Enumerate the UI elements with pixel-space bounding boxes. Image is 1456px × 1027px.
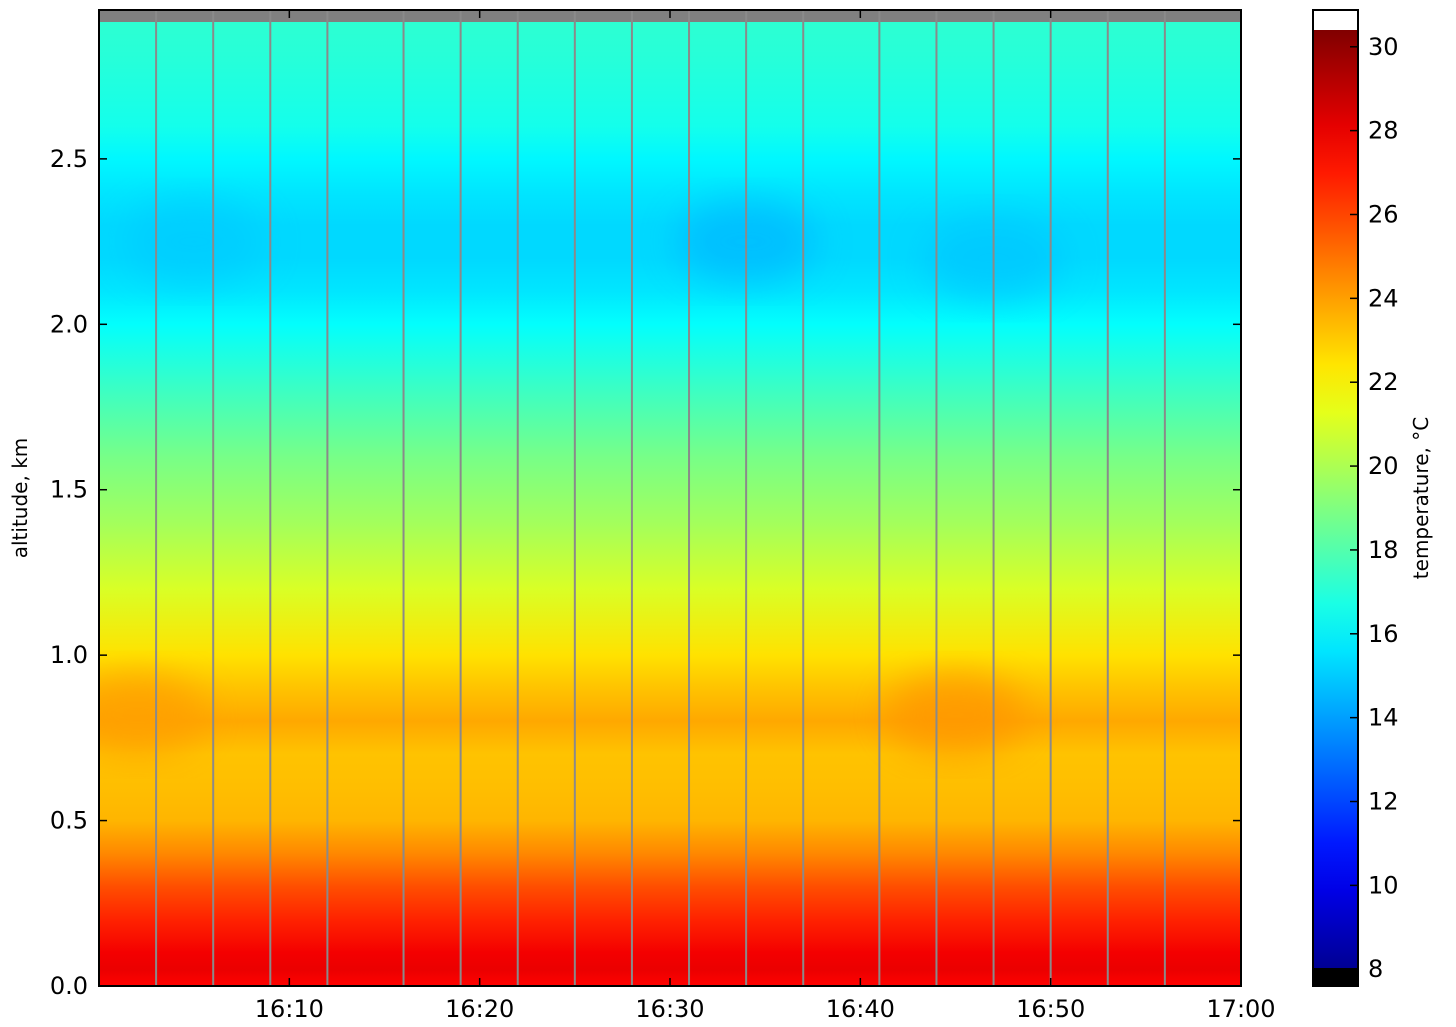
colorbar-tick-label: 16 xyxy=(1368,620,1399,648)
y-tick-label: 0.0 xyxy=(50,972,88,1000)
colorbar-tick-label: 20 xyxy=(1368,452,1399,480)
colorbar-tick-label: 14 xyxy=(1368,704,1399,732)
x-tick-label: 16:10 xyxy=(255,995,324,1023)
y-tick-label: 2.0 xyxy=(50,310,88,338)
x-tick-label: 16:20 xyxy=(445,995,514,1023)
plot-area xyxy=(98,9,1242,987)
x-tick-label: 16:50 xyxy=(1016,995,1085,1023)
colorbar-tick-label: 18 xyxy=(1368,536,1399,564)
x-tick-label: 16:30 xyxy=(635,995,704,1023)
colorbar-tick-label: 22 xyxy=(1368,368,1399,396)
colorbar-tick-label: 28 xyxy=(1368,117,1399,145)
colorbar-tick-label: 10 xyxy=(1368,871,1399,899)
colorbar-tick-label: 8 xyxy=(1368,955,1383,983)
y-tick-label: 1.5 xyxy=(50,476,88,504)
y-tick-label: 0.5 xyxy=(50,807,88,835)
colorbar-under-extension xyxy=(1313,968,1358,986)
colorbar-tick-label: 26 xyxy=(1368,200,1399,228)
colorbar-ticks: 8 10 12 14 16 18 20 22 24 26 28 30 xyxy=(1350,33,1399,983)
y-axis: 0.0 0.5 1.0 1.5 2.0 2.5 xyxy=(50,145,1241,1000)
colorbar-tick-label: 12 xyxy=(1368,788,1399,816)
colorbar-frame xyxy=(1312,9,1359,987)
colorbar-tick-label: 30 xyxy=(1368,33,1399,61)
colorbar-over-extension xyxy=(1313,10,1358,30)
y-axis-label: altitude, km xyxy=(8,438,32,559)
x-tick-label: 17:00 xyxy=(1206,995,1275,1023)
warm-patch xyxy=(885,674,1026,755)
x-axis: 16:10 16:20 16:30 16:40 16:50 17:00 xyxy=(255,10,1276,1023)
colorbar-fill xyxy=(1313,30,1358,986)
y-tick-label: 1.0 xyxy=(50,641,88,669)
y-tick-label: 2.5 xyxy=(50,145,88,173)
warm-patch xyxy=(99,674,208,755)
scan-boundary-lines xyxy=(155,10,1166,986)
colorbar-label: temperature, °C xyxy=(1409,417,1433,579)
colorbar-tick-label: 24 xyxy=(1368,284,1399,312)
cold-patch xyxy=(124,201,265,282)
x-tick-label: 16:40 xyxy=(826,995,895,1023)
colorbar: 8 10 12 14 16 18 20 22 24 26 28 30 xyxy=(1312,9,1399,987)
